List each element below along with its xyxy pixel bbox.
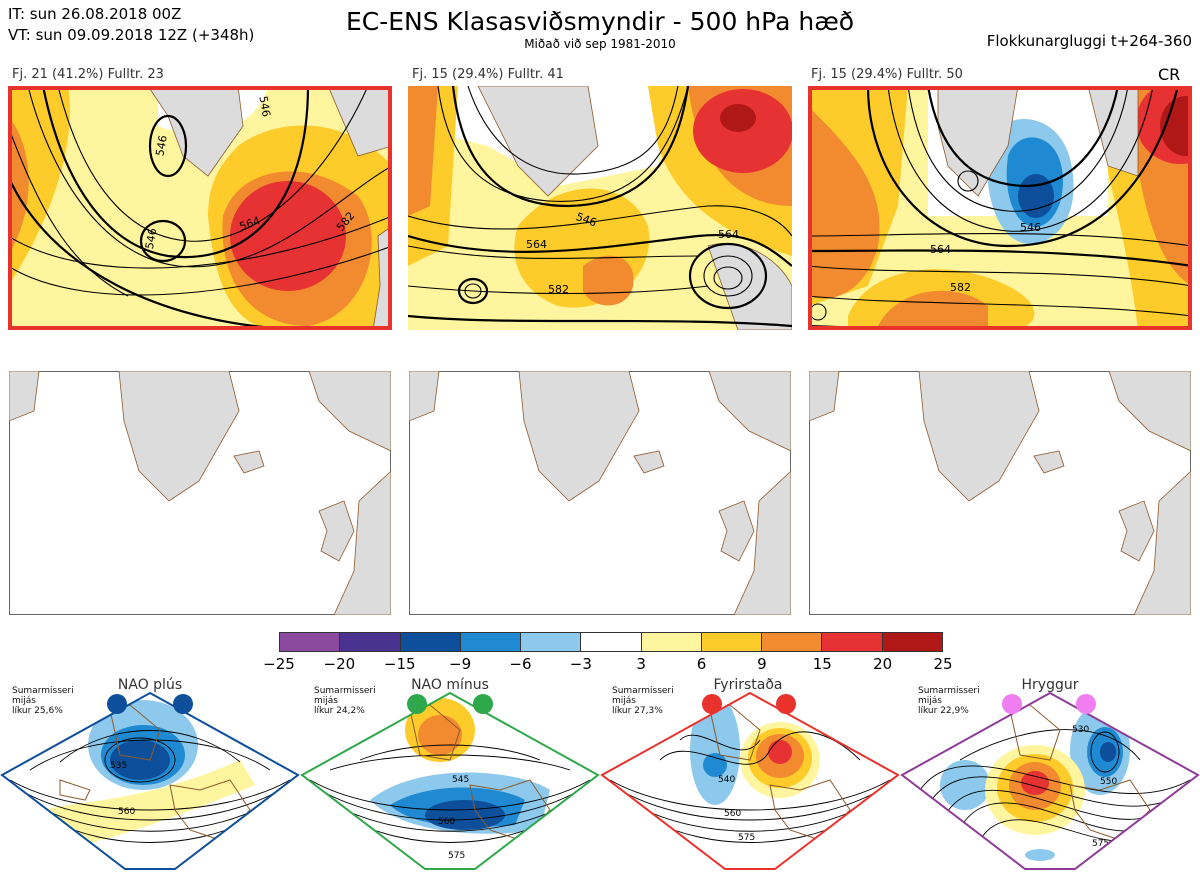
- cluster-map-1: 546 564 582 546 546: [8, 86, 392, 330]
- cluster-map-2: 546 564 582 564: [408, 86, 792, 330]
- regime-3-title: Fyrirstaða: [713, 677, 783, 693]
- colorbar-tick-label: −3: [569, 655, 592, 673]
- colorbar-segment: [822, 633, 883, 651]
- regime-map-nao-plus: 535 560: [0, 690, 300, 875]
- colorbar-segment: [882, 633, 942, 651]
- init-time: IT: sun 26.08.2018 00Z: [8, 5, 182, 23]
- page-title: EC-ENS Klasasviðsmyndir - 500 hPa hæð: [345, 7, 855, 36]
- colorbar-tick-label: −15: [383, 655, 416, 673]
- contour-label: 546: [143, 227, 159, 250]
- regime-4-title: Hryggur: [1021, 677, 1079, 693]
- contour-label: 546: [153, 134, 169, 157]
- regime-2-stats: Sumarmisseri mijás líkur 24,2%: [314, 686, 376, 716]
- regime-prob: líkur 24,2%: [314, 706, 365, 716]
- colorbar-segment: [521, 633, 582, 651]
- regime-2-title: NAO mínus: [411, 677, 489, 693]
- window-label: Flokkunargluggi t+264-360: [986, 32, 1192, 50]
- contour-label: 582: [950, 281, 971, 294]
- regime-rule: mijás: [12, 696, 36, 706]
- cr-label: CR: [1158, 65, 1181, 84]
- cluster-1-caption: Fj. 21 (41.2%) Fulltr. 23: [12, 67, 164, 82]
- contour-label: 560: [438, 817, 455, 827]
- contour-label: 575: [448, 851, 465, 861]
- contour-label: 582: [548, 283, 569, 296]
- contour-label: 560: [118, 807, 135, 817]
- contour-label: 540: [718, 775, 735, 785]
- cluster-map-3: 546 564 582: [808, 86, 1192, 330]
- colorbar-tick-label: 6: [696, 655, 707, 673]
- colorbar-segment: [280, 633, 341, 651]
- contour-label: 546: [1020, 221, 1041, 234]
- contour-label: 564: [718, 228, 739, 241]
- colorbar-tick-label: 25: [933, 655, 953, 673]
- header-left: IT: sun 26.08.2018 00Z VT: sun 09.09.201…: [8, 4, 254, 46]
- header-center: EC-ENS Klasasviðsmyndir - 500 hPa hæð Mi…: [330, 8, 870, 51]
- colorbar-segment: [400, 633, 461, 651]
- regime-season: Sumarmisseri: [612, 686, 674, 696]
- colorbar-tick-label: −25: [263, 655, 295, 673]
- regime-1-title: NAO plús: [117, 677, 183, 693]
- contour-label: 564: [930, 243, 951, 256]
- contour-label: 550: [1100, 777, 1117, 787]
- empty-map-1: [9, 371, 391, 615]
- contour-label: 535: [110, 761, 127, 771]
- cluster-3-caption: Fj. 15 (29.4%) Fulltr. 50: [811, 67, 963, 82]
- colorbar-segment: [641, 633, 702, 651]
- contour-label: 575: [738, 833, 755, 843]
- colorbar-segment: [581, 633, 642, 651]
- regime-map-ridge: 530 550 575: [900, 690, 1200, 875]
- regime-rule: mijás: [612, 696, 636, 706]
- colorbar-tick-label: 3: [636, 655, 646, 673]
- colorbar-tick-label: −6: [509, 655, 532, 673]
- colorbar: [279, 632, 943, 652]
- regime-rule: mijás: [314, 696, 338, 706]
- regime-prob: líkur 25,6%: [12, 706, 63, 716]
- regime-rule: mijás: [918, 696, 942, 706]
- colorbar-tick-label: 9: [757, 655, 767, 673]
- contour-label: 560: [724, 809, 741, 819]
- empty-map-2: [409, 371, 791, 615]
- contour-label: 545: [452, 775, 469, 785]
- regime-prob: líkur 22,9%: [918, 706, 969, 716]
- regime-season: Sumarmisseri: [918, 686, 980, 696]
- regime-map-blocking: 540 560 575: [600, 690, 900, 875]
- regime-season: Sumarmisseri: [12, 686, 74, 696]
- contour-label: 546: [256, 95, 272, 118]
- colorbar-tick-label: −9: [449, 655, 472, 673]
- regime-1-stats: Sumarmisseri mijás líkur 25,6%: [12, 686, 74, 716]
- contour-label: 575: [1092, 839, 1109, 849]
- colorbar-segment: [340, 633, 401, 651]
- empty-map-3: [809, 371, 1191, 615]
- regime-season: Sumarmisseri: [314, 686, 376, 696]
- colorbar-tick-label: −20: [323, 655, 356, 673]
- page-subtitle: Miðað við sep 1981-2010: [524, 37, 676, 51]
- regime-4-stats: Sumarmisseri mijás líkur 22,9%: [918, 686, 980, 716]
- cluster-2-caption: Fj. 15 (29.4%) Fulltr. 41: [412, 67, 564, 82]
- contour-label: 530: [1072, 725, 1089, 735]
- colorbar-segment: [460, 633, 522, 651]
- contour-label: 564: [526, 238, 547, 251]
- regime-prob: líkur 27,3%: [612, 706, 663, 716]
- colorbar-tick-label: 20: [873, 655, 893, 673]
- colorbar-segment: [762, 633, 823, 651]
- colorbar-segment: [701, 633, 763, 651]
- regime-3-stats: Sumarmisseri mijás líkur 27,3%: [612, 686, 674, 716]
- valid-time: VT: sun 09.09.2018 12Z (+348h): [8, 26, 255, 44]
- colorbar-tick-label: 15: [812, 655, 832, 673]
- regime-map-nao-minus: 545 560 575: [300, 690, 600, 875]
